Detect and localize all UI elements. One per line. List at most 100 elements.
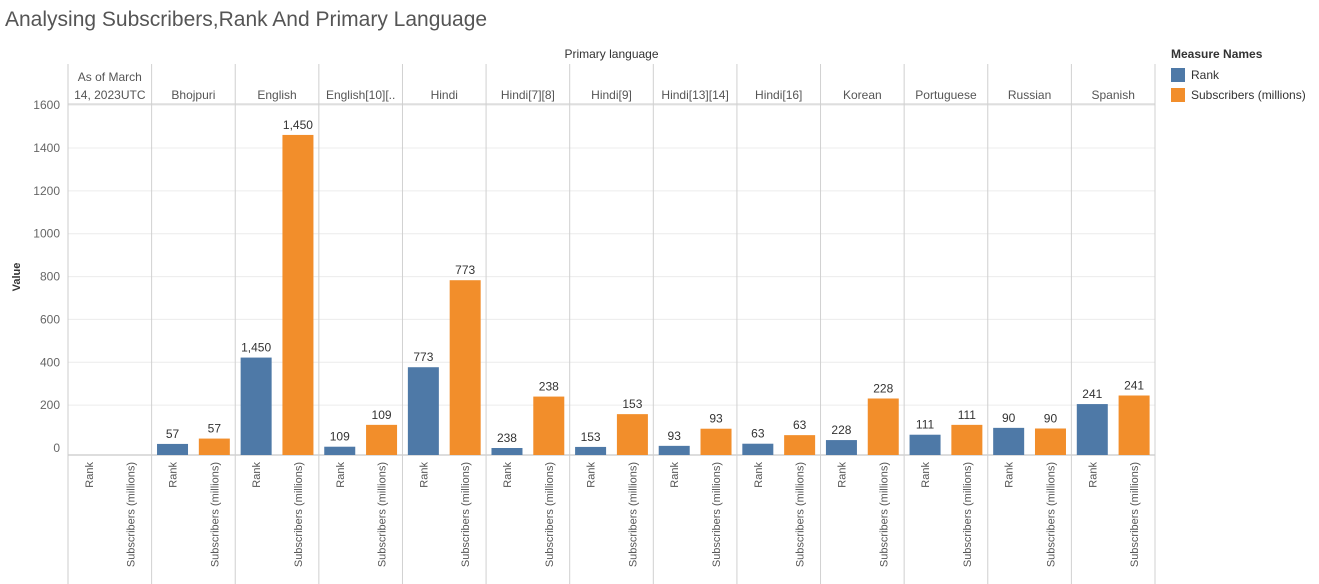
legend-swatch-rank: [1171, 68, 1185, 82]
measure-label: Rank: [251, 462, 263, 488]
measure-label: Subscribers (millions): [544, 462, 556, 567]
data-label: 90: [1002, 411, 1016, 425]
bar-chart: Primary language 0 200 400 600 800 1000 1200 140…: [11, 47, 1156, 584]
bar-rank: [1076, 404, 1108, 455]
category-label: English: [257, 88, 296, 102]
bar-subscribers: [282, 134, 314, 455]
legend-item-subscribers[interactable]: Subscribers (millions): [1171, 85, 1306, 105]
bar-rank: [575, 446, 607, 455]
category-label: Hindi[7][8]: [501, 88, 555, 102]
category-label: English[10][..: [326, 88, 395, 102]
chart-title: Analysing Subscribers,Rank And Primary L…: [5, 8, 488, 31]
legend: Measure Names Rank Subscribers (millions…: [1171, 47, 1306, 105]
category-label: Hindi[16]: [755, 88, 802, 102]
measure-label: Rank: [335, 462, 347, 488]
category-label: Portuguese: [915, 88, 977, 102]
data-label: 63: [793, 418, 807, 432]
data-label: 153: [581, 430, 601, 444]
legend-label-subscribers: Subscribers (millions): [1191, 88, 1306, 102]
legend-title: Measure Names: [1171, 47, 1263, 61]
y-tick-label: 0: [53, 441, 60, 455]
bar-rank: [157, 443, 189, 455]
data-label: 109: [372, 408, 392, 422]
measure-label: Rank: [836, 462, 848, 488]
measure-label: Subscribers (millions): [209, 462, 221, 567]
data-label: 773: [455, 263, 475, 277]
measure-label: Subscribers (millions): [460, 462, 472, 567]
bar-rank: [324, 446, 356, 455]
y-tick-label: 1400: [33, 141, 60, 155]
category-label: Korean: [843, 88, 882, 102]
bar-subscribers: [951, 424, 983, 455]
bar-subscribers: [784, 435, 816, 455]
data-label: 241: [1124, 379, 1144, 393]
measure-label: Rank: [502, 462, 514, 488]
measure-label: Subscribers (millions): [878, 462, 890, 567]
data-label: 93: [709, 412, 723, 426]
category-label: Hindi[9]: [591, 88, 632, 102]
category-label: Bhojpuri: [171, 88, 215, 102]
measure-label: Subscribers (millions): [627, 462, 639, 567]
bar-subscribers: [449, 280, 481, 455]
data-label: 111: [916, 418, 935, 432]
data-label: 153: [622, 397, 642, 411]
data-label: 109: [330, 430, 350, 444]
data-label: 228: [831, 423, 851, 437]
measure-label: Subscribers (millions): [1045, 462, 1057, 567]
data-label: 90: [1044, 412, 1058, 426]
data-label: 57: [208, 422, 222, 436]
bar-rank: [825, 440, 857, 455]
y-tick-label: 1200: [33, 184, 60, 198]
column-header: Primary language: [564, 47, 658, 61]
measure-label: Rank: [84, 462, 96, 488]
measure-label: Subscribers (millions): [795, 462, 807, 567]
category-label-line: 14, 2023UTC: [74, 88, 146, 102]
y-tick-label: 1000: [33, 227, 60, 241]
measure-label: Subscribers (millions): [293, 462, 305, 567]
y-axis-title: Value: [11, 263, 23, 292]
measure-label: Rank: [753, 462, 765, 488]
bar-rank: [742, 443, 774, 455]
bar-rank: [658, 445, 690, 455]
bar-subscribers: [700, 428, 732, 455]
data-label: 228: [873, 382, 893, 396]
measure-label: Rank: [920, 462, 932, 488]
measure-label: Rank: [168, 462, 180, 488]
bar-subscribers: [1034, 428, 1066, 455]
bar-subscribers: [198, 438, 230, 455]
measure-label: Rank: [418, 462, 430, 488]
measure-label: Subscribers (millions): [962, 462, 974, 567]
data-label: 238: [497, 431, 517, 445]
data-label: 111: [958, 408, 977, 422]
category-label: Russian: [1008, 88, 1051, 102]
legend-item-rank[interactable]: Rank: [1171, 65, 1306, 85]
category-label-line: As of March: [78, 70, 142, 84]
legend-label-rank: Rank: [1191, 68, 1220, 82]
data-label: 238: [539, 380, 559, 394]
y-tick-label: 400: [40, 355, 60, 369]
category-label: Hindi[13][14]: [661, 88, 728, 102]
y-tick-label: 200: [40, 398, 60, 412]
data-label: 63: [751, 427, 765, 441]
data-label: 241: [1082, 387, 1102, 401]
bar-rank: [491, 448, 523, 455]
y-tick-label: 1600: [33, 98, 60, 112]
bar-rank: [909, 434, 941, 455]
measure-label: Subscribers (millions): [126, 462, 138, 567]
category-label: Spanish: [1092, 88, 1135, 102]
legend-swatch-subscribers: [1171, 88, 1185, 102]
y-tick-label: 800: [40, 270, 60, 284]
bar-rank: [240, 357, 272, 455]
bar-subscribers: [533, 396, 565, 455]
data-label: 93: [668, 429, 682, 443]
measure-label: Subscribers (millions): [377, 462, 389, 567]
measure-label: Rank: [1087, 462, 1099, 488]
y-tick-label: 600: [40, 312, 60, 326]
data-label: 1,450: [283, 118, 313, 132]
category-label: Hindi: [431, 88, 458, 102]
bar-subscribers: [366, 424, 398, 455]
measure-label: Rank: [586, 462, 598, 488]
data-label: 773: [413, 350, 433, 364]
bar-subscribers: [1118, 395, 1150, 455]
bar-subscribers: [616, 414, 648, 455]
